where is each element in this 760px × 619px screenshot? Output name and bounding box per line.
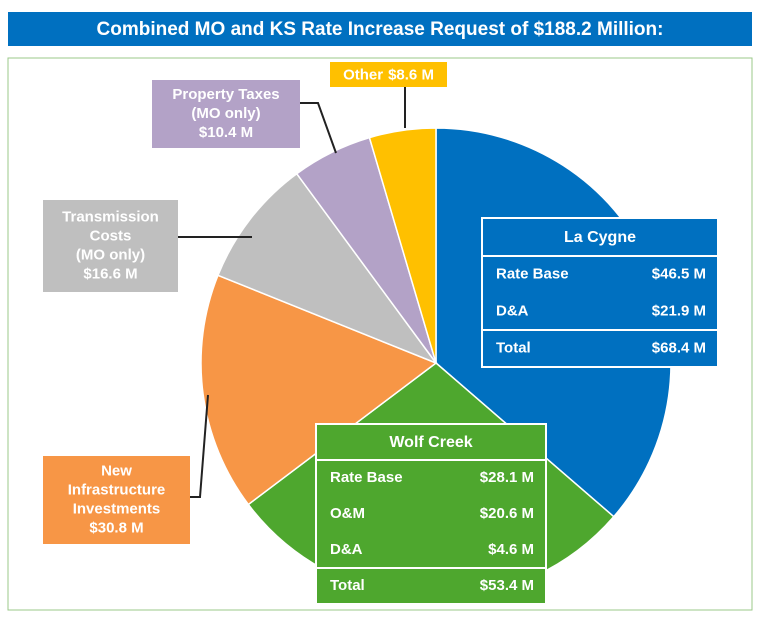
breakdown-table (315, 423, 547, 605)
pie-slice (368, 127, 437, 364)
total-value: $68.4 M (652, 339, 706, 356)
category-name: Costs (90, 227, 132, 244)
total-label: Total (496, 339, 531, 356)
row-label: Rate Base (496, 265, 569, 282)
category-name: Investments (73, 500, 161, 517)
title-bar (8, 12, 752, 46)
category-name: (MO only) (191, 105, 260, 122)
category-name: Infrastructure (68, 481, 166, 498)
total-label: Total (330, 577, 365, 594)
row-label: O&M (330, 505, 365, 522)
row-value: $46.5 M (652, 265, 706, 282)
row-label: D&A (496, 302, 529, 319)
callout-box (330, 62, 447, 87)
chart-title: Combined MO and KS Rate Increase Request… (97, 19, 664, 40)
category-name: Transmission (62, 208, 159, 225)
row-value: $28.1 M (480, 469, 534, 486)
table-header: Wolf Creek (389, 434, 472, 451)
value-label: $16.6 M (83, 265, 137, 282)
callout-box (43, 456, 190, 544)
table-header: La Cygne (564, 229, 636, 246)
category-name: Other (343, 66, 383, 83)
leader-line (190, 394, 209, 498)
row-value: $20.6 M (480, 505, 534, 522)
breakdown-table (481, 217, 719, 368)
row-label: D&A (330, 541, 363, 558)
row-value: $4.6 M (488, 541, 534, 558)
row-value: $21.9 M (652, 302, 706, 319)
frame (7, 57, 753, 611)
category-name: Property Taxes (172, 86, 279, 103)
callout-box (152, 80, 300, 148)
slice-label: Other $8.6 M (343, 66, 434, 83)
callout-box (43, 200, 178, 292)
pie-slice (200, 274, 438, 506)
pie-slice (216, 172, 439, 365)
value-label: $8.6 M (388, 66, 434, 83)
row-label: Rate Base (330, 469, 403, 486)
total-value: $53.4 M (480, 577, 534, 594)
leader-line (300, 102, 337, 154)
value-label: $10.4 M (199, 124, 253, 141)
category-name: (MO only) (76, 246, 145, 263)
category-name: New (101, 462, 132, 479)
value-label: $30.8 M (89, 519, 143, 536)
